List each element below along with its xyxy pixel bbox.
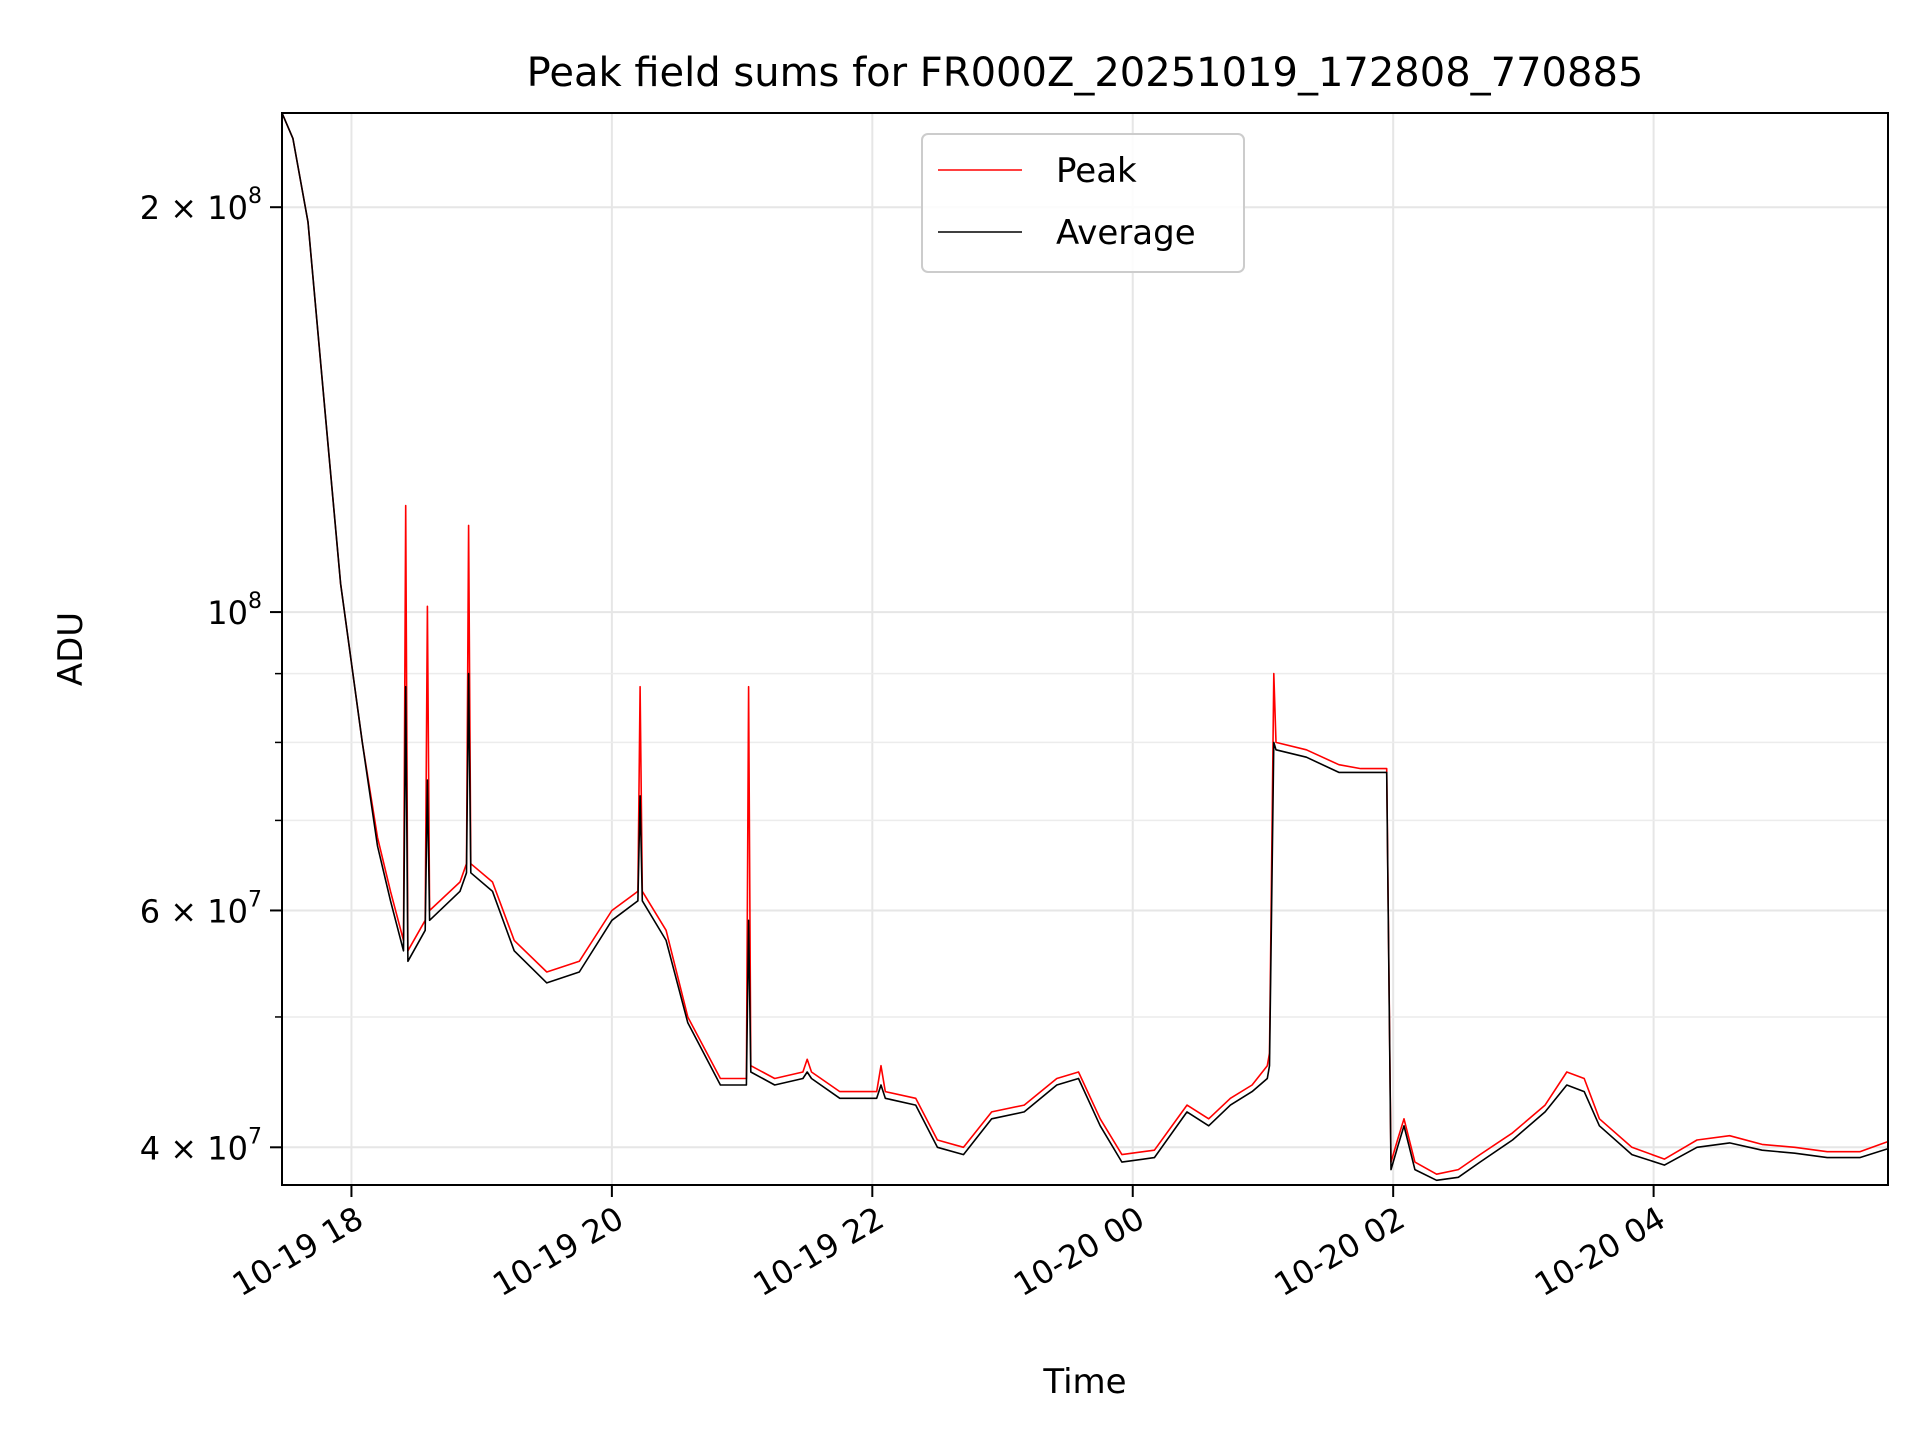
legend: Peak Average [921, 133, 1245, 273]
y-tick-label: 2 × 108 [140, 184, 262, 227]
chart-title: Peak field sums for FR000Z_20251019_1728… [527, 50, 1644, 96]
y-axis: 4 × 107 6 × 107 108 2 × 108 [140, 184, 282, 1167]
legend-label-peak: Peak [1056, 151, 1137, 191]
series-line-peak [282, 113, 1888, 1175]
series-layer [282, 113, 1888, 1182]
y-tick-label: 108 [207, 589, 262, 632]
y-tick-label: 6 × 107 [140, 887, 262, 930]
plot-frame [281, 112, 1889, 1186]
x-axis-label: Time [1042, 1362, 1126, 1402]
y-tick-label: 4 × 107 [140, 1124, 262, 1167]
y-axis-label: ADU [51, 612, 91, 686]
series-line-average [282, 113, 1888, 1182]
legend-label-average: Average [1056, 213, 1196, 253]
legend-box [921, 133, 1245, 273]
